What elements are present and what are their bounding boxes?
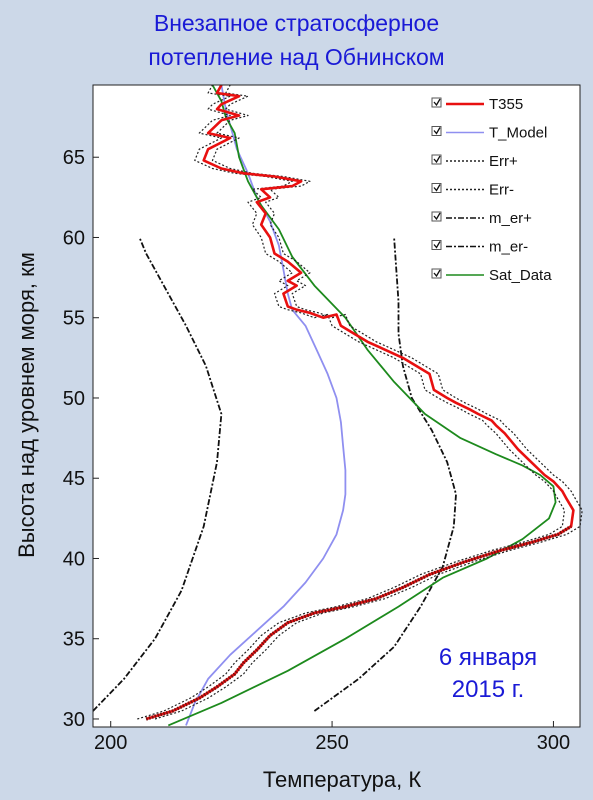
legend-item-err-[interactable]: Err- [431,182,514,199]
series-line-m-er- [313,237,457,712]
legend-label: m_er+ [489,210,532,227]
legend-checkbox[interactable] [431,240,442,250]
y-axis-label: Высота над уровнем моря, км [14,252,39,558]
x-tick-label: 250 [315,732,348,754]
chart-title: Внезапное стратосферное [153,10,440,36]
legend-label: Err- [489,182,514,199]
check-icon [433,98,441,107]
plot-background [93,85,580,727]
legend-checkbox[interactable] [431,97,442,108]
legend-checkbox[interactable] [431,126,442,136]
check-icon [433,127,441,135]
x-axis-label: Температура, К [263,767,421,792]
x-tick-label: 300 [537,732,570,754]
legend-checkbox[interactable] [431,211,442,222]
legend-label: T_Model [489,125,547,142]
y-tick-label: 65 [63,147,85,169]
legend-item-t-model[interactable]: T_Model [431,125,547,142]
legend-label: Sat_Data [489,267,552,284]
legend-checkbox[interactable] [431,154,442,165]
series-line-m-er- [92,237,223,712]
axes: 30 35 40 45 50 55 60 65 200 250 300 [63,84,581,754]
plot-area [92,84,583,727]
legend: T355 T_Model Err+ Err-m_er+ m_er- Sat_Data [431,96,552,284]
check-icon [433,184,441,192]
chart-subtitle: потепление над Обнинском [148,44,445,70]
legend-label: T355 [489,96,523,113]
legend-item-err-[interactable]: Err+ [431,153,518,170]
date-annotation-line2: 2015 г. [452,676,525,703]
check-icon [433,269,441,278]
plot-frame [92,84,581,728]
series-markers-t355 [145,524,572,721]
date-annotation-line1: 6 января [439,644,537,671]
y-tick-label: 30 [63,709,85,731]
legend-checkbox[interactable] [431,268,442,279]
legend-item-m-er-[interactable]: m_er+ [431,210,532,227]
legend-item-t355[interactable]: T355 [431,96,523,113]
y-tick-label: 55 [63,308,85,330]
y-tick-label: 60 [63,227,85,249]
check-icon [433,212,441,221]
legend-label: m_er- [489,239,528,256]
y-tick-label: 40 [63,548,85,570]
check-icon [433,155,441,164]
legend-label: Err+ [489,153,518,170]
y-tick-label: 45 [63,468,85,490]
x-tick-label: 200 [94,732,127,754]
y-tick-label: 35 [63,629,85,651]
check-icon [433,241,441,249]
y-tick-label: 50 [63,388,85,410]
legend-item-m-er-[interactable]: m_er- [431,239,528,256]
legend-item-sat-data[interactable]: Sat_Data [431,267,552,284]
legend-checkbox[interactable] [431,183,442,193]
